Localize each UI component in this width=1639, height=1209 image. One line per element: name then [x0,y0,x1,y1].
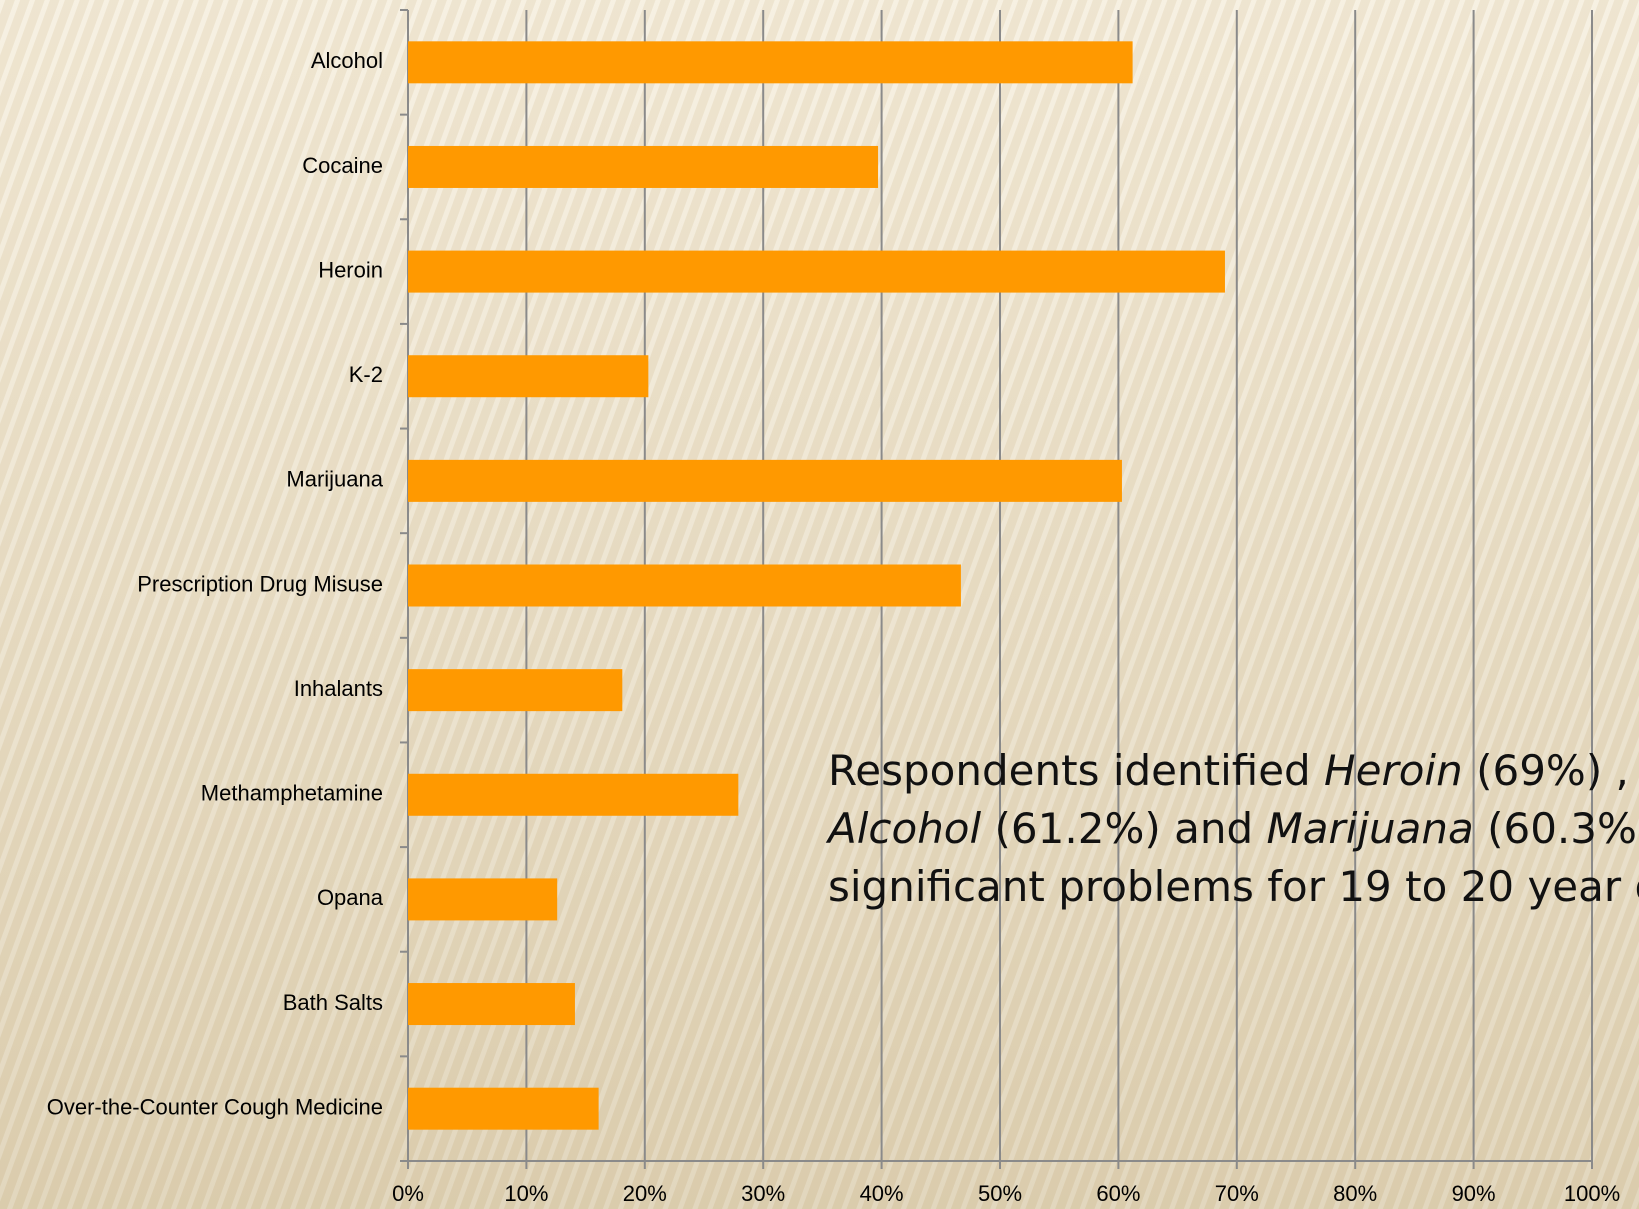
y-tick-label: Cocaine [302,153,383,178]
bar [408,983,575,1026]
annotation-part: Heroin [1324,746,1463,795]
bar [408,250,1225,293]
bar [408,878,558,921]
bar [408,564,961,607]
annotation: Alcohol (61.2%) and Marijuana (60.3%) a [825,804,1639,853]
x-tick-label: 70% [1215,1181,1259,1206]
annotation-part: Alcohol [825,804,982,853]
y-tick-label: Heroin [318,257,383,282]
bar [408,669,623,712]
bar [408,459,1122,502]
x-tick-label: 30% [741,1181,785,1206]
annotation: significant problems for 19 to 20 year o… [828,862,1639,911]
y-tick-label: Marijuana [286,467,383,492]
x-tick-label: 20% [623,1181,667,1206]
annotation-part: (60.3%) a [1474,804,1639,853]
bar [408,41,1133,84]
y-tick-label: Inhalants [294,676,383,701]
annotation-part: significant problems for 19 to 20 year o… [828,862,1639,911]
annotation-part: (61.2%) and [981,804,1266,853]
annotation-part: Respondents identified [828,746,1324,795]
bar [408,145,879,188]
x-tick-label: 80% [1333,1181,1377,1206]
annotation: Respondents identified Heroin (69%) , [828,746,1629,795]
bar [408,355,649,398]
annotation-part: Marijuana [1266,804,1473,853]
x-tick-label: 10% [504,1181,548,1206]
annotation-part: (69%) , [1463,746,1629,795]
x-tick-label: 60% [1096,1181,1140,1206]
x-tick-label: 40% [860,1181,904,1206]
y-tick-label: Methamphetamine [201,781,383,806]
x-tick-label: 0% [392,1181,424,1206]
x-tick-label: 50% [978,1181,1022,1206]
y-tick-label: Opana [317,885,384,910]
y-tick-label: K-2 [349,362,383,387]
y-tick-label: Over-the-Counter Cough Medicine [47,1094,383,1119]
y-tick-label: Prescription Drug Misuse [137,571,383,596]
x-tick-label: 100% [1564,1181,1620,1206]
bar [408,1087,599,1130]
x-tick-label: 90% [1452,1181,1496,1206]
y-tick-label: Bath Salts [283,990,383,1015]
y-tick-label: Alcohol [311,48,383,73]
bar [408,773,739,816]
